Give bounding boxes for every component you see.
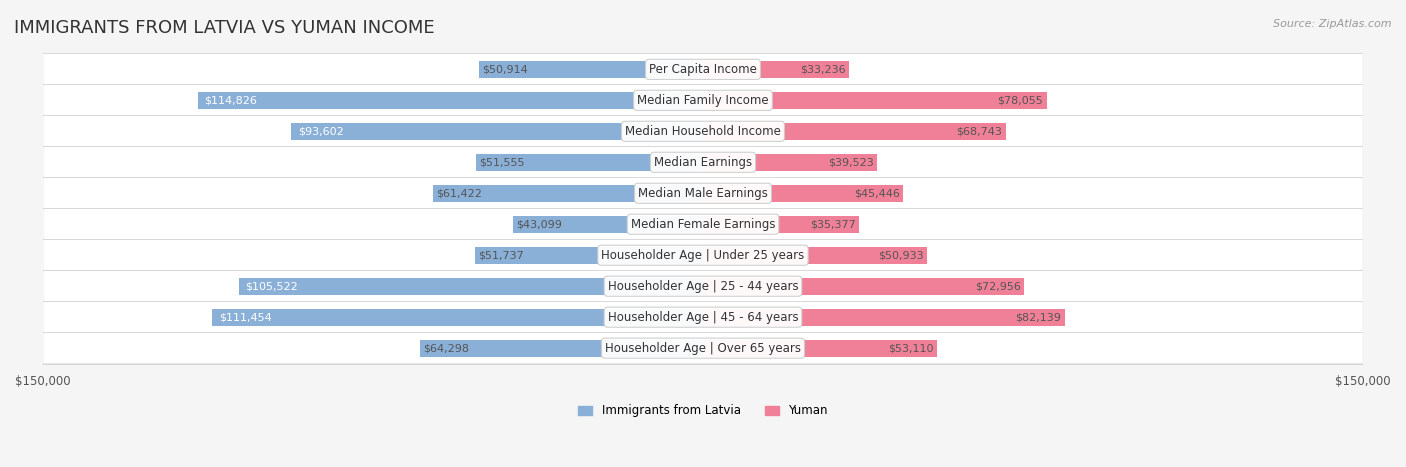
Bar [198, 92, 703, 109]
FancyBboxPatch shape [42, 240, 1364, 271]
Text: $50,933: $50,933 [879, 250, 924, 260]
Text: $45,446: $45,446 [853, 188, 900, 198]
Text: Median Household Income: Median Household Income [626, 125, 780, 138]
Text: $68,743: $68,743 [956, 126, 1002, 136]
FancyBboxPatch shape [42, 115, 1364, 147]
Text: $51,737: $51,737 [478, 250, 524, 260]
Text: $114,826: $114,826 [204, 95, 257, 106]
Bar [703, 216, 859, 233]
Text: Source: ZipAtlas.com: Source: ZipAtlas.com [1274, 19, 1392, 28]
Bar [703, 247, 927, 264]
Text: Householder Age | 25 - 44 years: Householder Age | 25 - 44 years [607, 280, 799, 293]
Bar [703, 154, 877, 171]
FancyBboxPatch shape [42, 270, 1364, 302]
Text: Householder Age | Over 65 years: Householder Age | Over 65 years [605, 342, 801, 354]
FancyBboxPatch shape [42, 85, 1364, 116]
Text: $61,422: $61,422 [436, 188, 482, 198]
Text: $50,914: $50,914 [482, 64, 529, 74]
Text: Median Male Earnings: Median Male Earnings [638, 187, 768, 200]
Text: Median Female Earnings: Median Female Earnings [631, 218, 775, 231]
Text: $105,522: $105,522 [245, 281, 298, 291]
Text: $93,602: $93,602 [298, 126, 343, 136]
Bar [479, 61, 703, 78]
FancyBboxPatch shape [42, 301, 1364, 333]
Bar [703, 278, 1024, 295]
Text: $53,110: $53,110 [889, 343, 934, 353]
Bar [212, 309, 703, 325]
Bar [513, 216, 703, 233]
FancyBboxPatch shape [42, 147, 1364, 178]
Bar [420, 340, 703, 357]
Text: $111,454: $111,454 [219, 312, 271, 322]
Text: $39,523: $39,523 [828, 157, 873, 167]
Text: Median Family Income: Median Family Income [637, 94, 769, 107]
Bar [475, 247, 703, 264]
Text: $78,055: $78,055 [997, 95, 1043, 106]
Text: $82,139: $82,139 [1015, 312, 1062, 322]
Text: $72,956: $72,956 [974, 281, 1021, 291]
Text: $51,555: $51,555 [479, 157, 524, 167]
Bar [239, 278, 703, 295]
Text: $64,298: $64,298 [423, 343, 470, 353]
Bar [703, 61, 849, 78]
Text: $35,377: $35,377 [810, 219, 855, 229]
Bar [703, 185, 903, 202]
FancyBboxPatch shape [42, 177, 1364, 209]
FancyBboxPatch shape [42, 54, 1364, 85]
Bar [703, 309, 1064, 325]
Bar [433, 185, 703, 202]
Legend: Immigrants from Latvia, Yuman: Immigrants from Latvia, Yuman [574, 399, 832, 422]
Bar [703, 92, 1046, 109]
Text: Median Earnings: Median Earnings [654, 156, 752, 169]
Text: Householder Age | Under 25 years: Householder Age | Under 25 years [602, 249, 804, 262]
Text: $43,099: $43,099 [516, 219, 562, 229]
Bar [291, 123, 703, 140]
Bar [477, 154, 703, 171]
Bar [703, 340, 936, 357]
Bar [703, 123, 1005, 140]
Text: IMMIGRANTS FROM LATVIA VS YUMAN INCOME: IMMIGRANTS FROM LATVIA VS YUMAN INCOME [14, 19, 434, 37]
FancyBboxPatch shape [42, 208, 1364, 240]
Text: $33,236: $33,236 [800, 64, 846, 74]
Text: Per Capita Income: Per Capita Income [650, 63, 756, 76]
FancyBboxPatch shape [42, 333, 1364, 364]
Text: Householder Age | 45 - 64 years: Householder Age | 45 - 64 years [607, 311, 799, 324]
